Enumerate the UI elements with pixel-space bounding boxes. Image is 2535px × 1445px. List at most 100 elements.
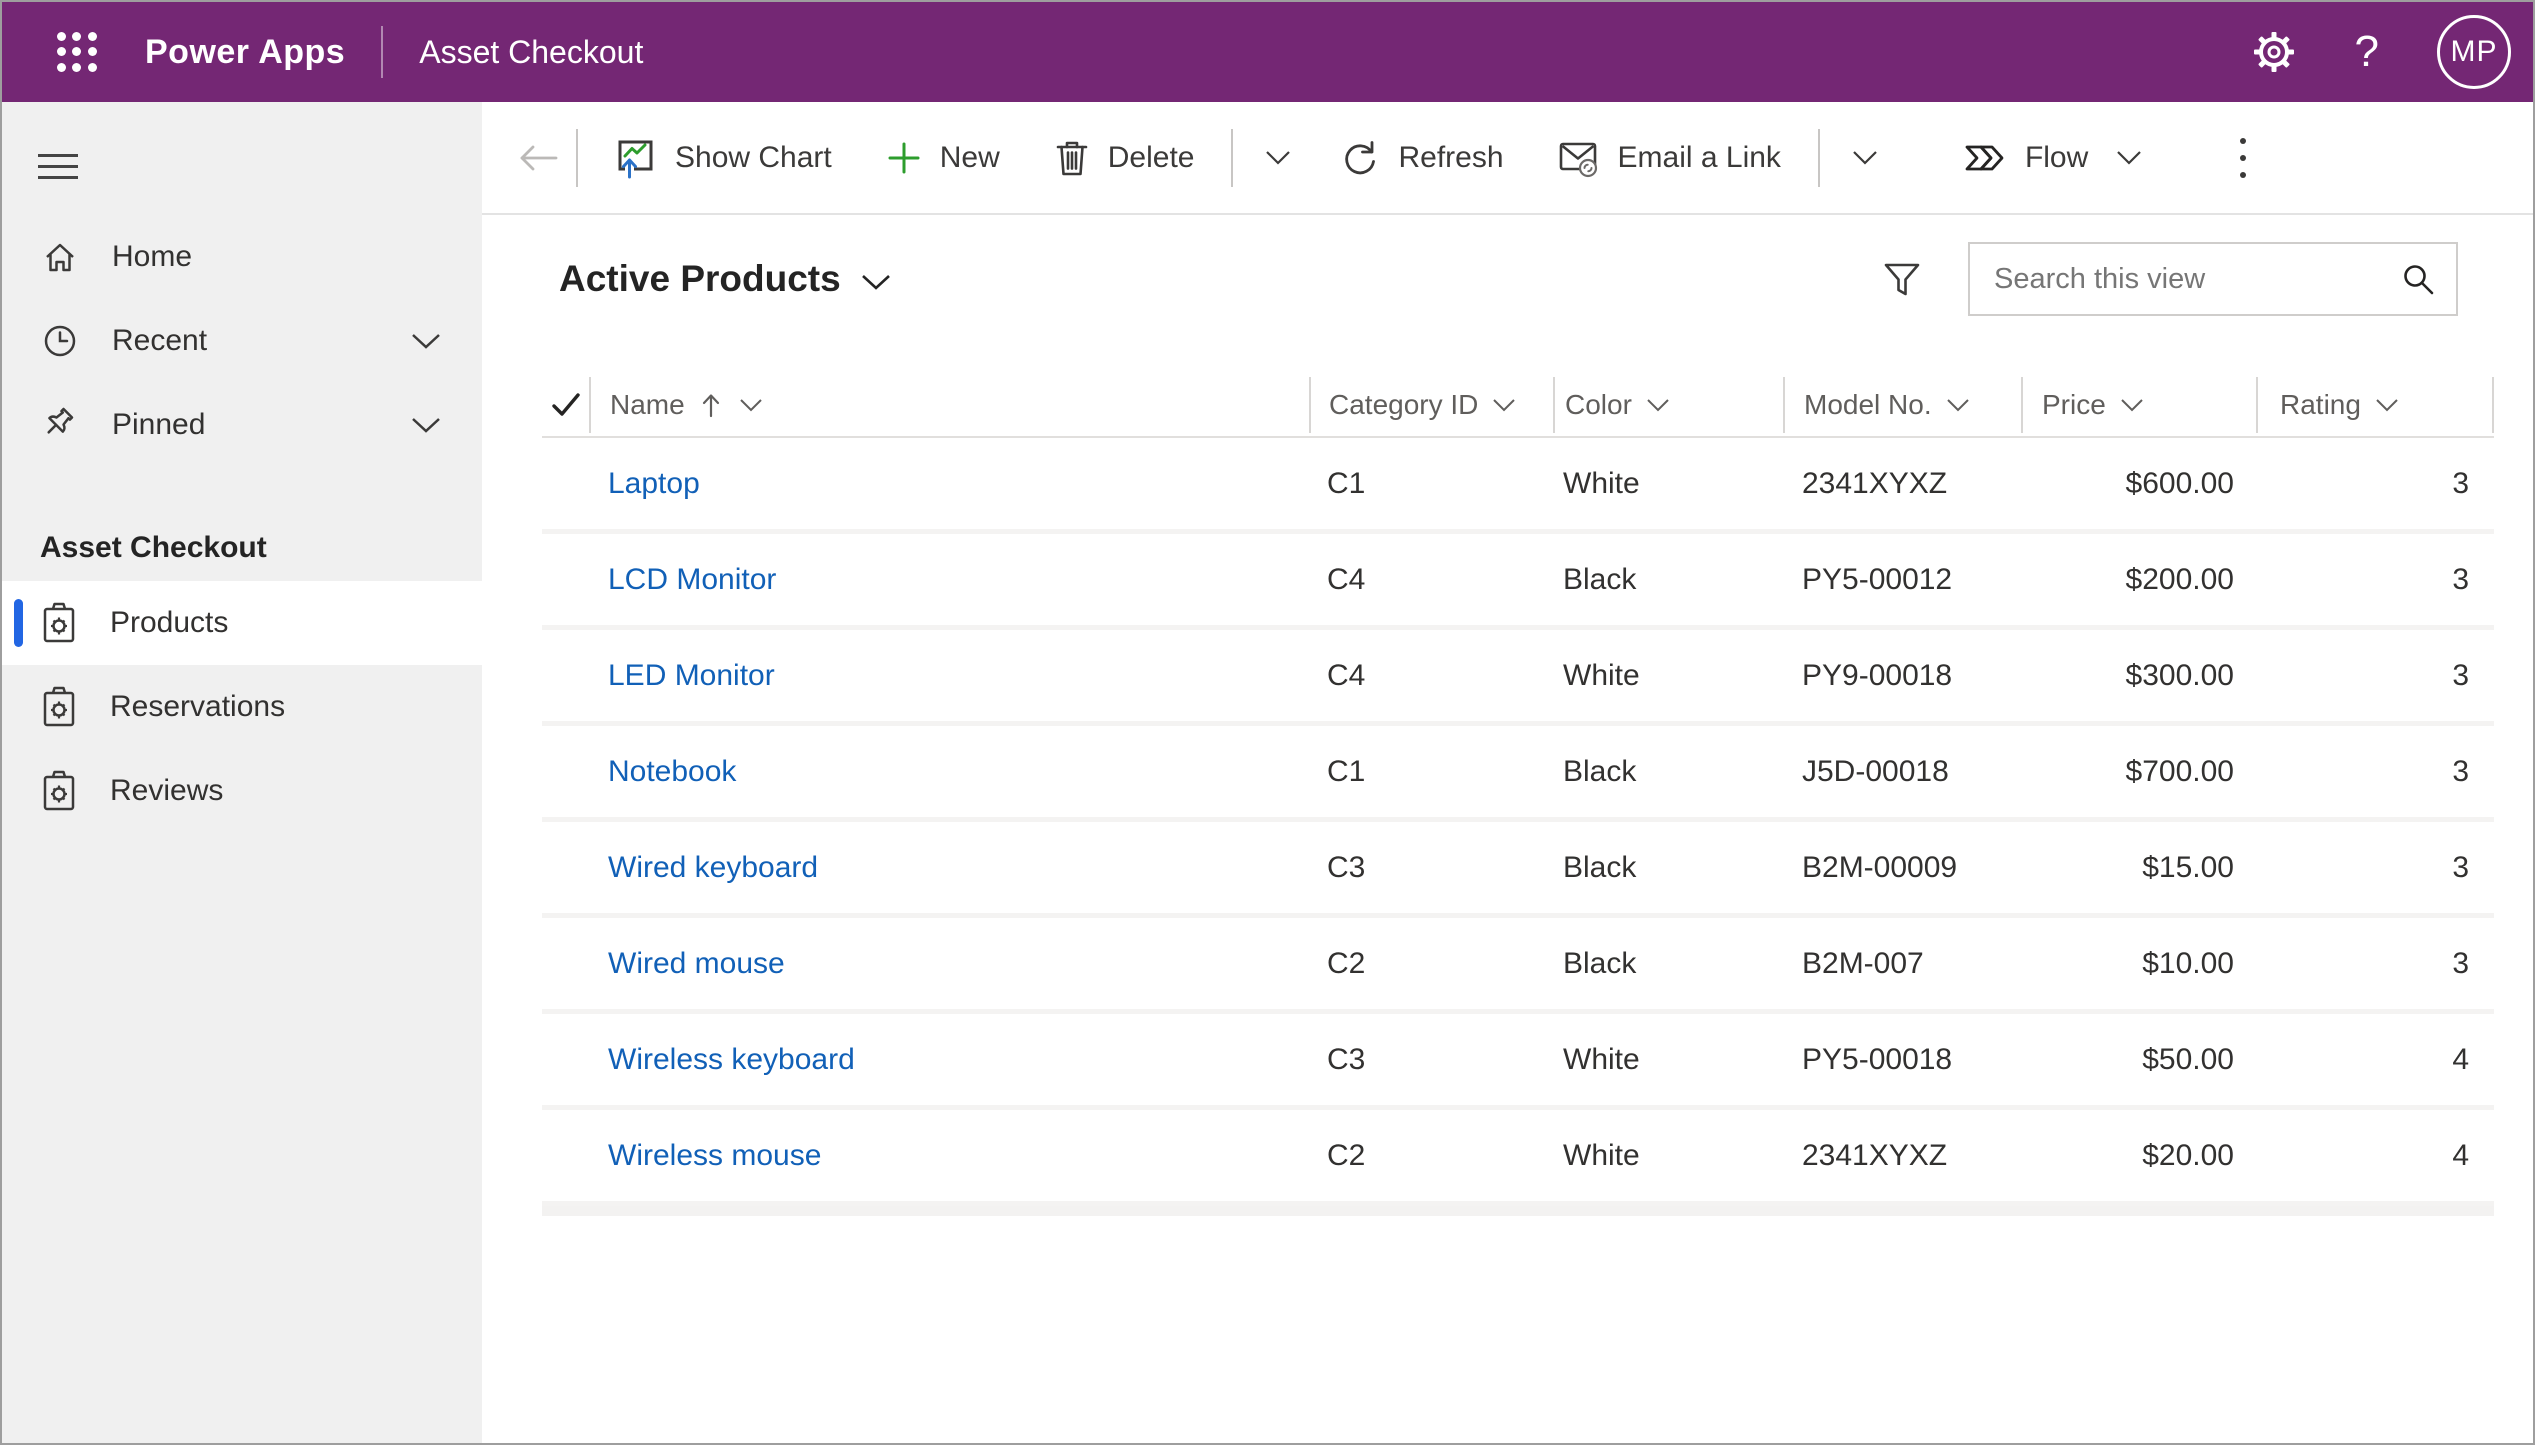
cell-category: C1 <box>1327 466 1366 500</box>
chevron-down-icon <box>1646 398 1670 412</box>
table-row[interactable]: Wired keyboard C3 Black B2M-00009 $15.00… <box>542 822 2494 918</box>
column-label: Color <box>1565 388 1632 420</box>
select-all-checkmark-icon[interactable] <box>542 377 589 433</box>
command-overflow-chevron[interactable] <box>1243 119 1313 197</box>
cell-category: C1 <box>1327 754 1366 788</box>
cell-color: White <box>1563 1138 1640 1172</box>
cell-price: $50.00 <box>2142 1042 2234 1076</box>
column-header-color[interactable]: Color <box>1553 376 1783 433</box>
gear-icon[interactable] <box>2251 29 2297 75</box>
table-row[interactable]: Wireless keyboard C3 White PY5-00018 $50… <box>542 1014 2494 1110</box>
product-name-link[interactable]: LCD Monitor <box>608 562 777 596</box>
cell-model: 2341XYXZ <box>1802 1138 1948 1172</box>
delete-button[interactable]: Delete <box>1027 119 1222 197</box>
pin-icon <box>40 406 80 444</box>
sidebar-item-home[interactable]: Home <box>2 215 482 299</box>
new-button[interactable]: New <box>859 119 1027 197</box>
cell-price: $200.00 <box>2125 562 2234 596</box>
command-overflow-chevron[interactable] <box>1830 119 1900 197</box>
table-row[interactable]: Wireless mouse C2 White 2341XYXZ $20.00 … <box>542 1110 2494 1206</box>
chevron-down-icon <box>861 274 891 291</box>
column-header-price[interactable]: Price <box>2021 376 2256 433</box>
app-name: Power Apps <box>145 32 346 71</box>
cell-price: $15.00 <box>2142 850 2234 884</box>
cell-color: Black <box>1563 754 1637 788</box>
sidebar-item-pinned[interactable]: Pinned <box>2 383 482 467</box>
cell-rating: 4 <box>2452 1042 2469 1076</box>
chevron-down-icon <box>410 332 442 350</box>
cell-model: PY5-00012 <box>1802 562 1953 596</box>
ellipsis-vertical-icon[interactable] <box>2215 119 2271 197</box>
cell-price: $600.00 <box>2125 466 2234 500</box>
product-name-link[interactable]: Wireless mouse <box>608 1138 822 1172</box>
product-name-link[interactable]: Notebook <box>608 754 737 788</box>
table-row[interactable]: LCD Monitor C4 Black PY5-00012 $200.00 3 <box>542 534 2494 630</box>
cell-model: 2341XYXZ <box>1802 466 1948 500</box>
cell-color: White <box>1563 466 1640 500</box>
cell-color: Black <box>1563 562 1637 596</box>
plus-icon <box>886 140 922 176</box>
cell-price: $700.00 <box>2125 754 2234 788</box>
command-divider <box>576 128 578 187</box>
cell-category: C4 <box>1327 658 1366 692</box>
product-name-link[interactable]: LED Monitor <box>608 658 775 692</box>
show-chart-button[interactable]: Show Chart <box>588 119 859 197</box>
column-header-rating[interactable]: Rating <box>2256 376 2494 433</box>
cell-category: C2 <box>1327 946 1366 980</box>
filter-icon[interactable] <box>1879 256 1925 302</box>
column-header-name[interactable]: Name <box>589 376 1309 433</box>
sidebar: Home Recent <box>2 102 482 1443</box>
product-name-link[interactable]: Wireless keyboard <box>608 1042 855 1076</box>
command-label: Email a Link <box>1617 140 1781 174</box>
command-divider <box>1817 128 1820 187</box>
table-row[interactable]: Wired mouse C2 Black B2M-007 $10.00 3 <box>542 918 2494 1014</box>
column-label: Category ID <box>1329 388 1479 420</box>
product-name-link[interactable]: Wired mouse <box>608 946 785 980</box>
entity-clipboard-icon <box>40 601 78 645</box>
data-grid: Name Category ID <box>482 343 2533 1443</box>
product-name-link[interactable]: Laptop <box>608 466 700 500</box>
selection-indicator <box>14 599 23 647</box>
cell-rating: 3 <box>2452 466 2469 500</box>
cell-model: PY9-00018 <box>1802 658 1953 692</box>
sidebar-item-label: Home <box>112 240 193 273</box>
app-title: Asset Checkout <box>419 33 644 70</box>
sidebar-item-label: Reviews <box>110 774 224 807</box>
search-input[interactable] <box>1970 262 2392 296</box>
clock-icon <box>40 322 80 360</box>
cell-color: Black <box>1563 946 1637 980</box>
help-icon[interactable]: ? <box>2354 27 2379 76</box>
avatar[interactable]: MP <box>2437 15 2511 89</box>
sidebar-item-reviews[interactable]: Reviews <box>2 749 482 833</box>
refresh-button[interactable]: Refresh <box>1313 119 1530 197</box>
view-selector[interactable]: Active Products <box>559 258 891 300</box>
column-label: Rating <box>2280 388 2361 420</box>
table-body: Laptop C1 White 2341XYXZ $600.00 3 LCD M… <box>542 438 2494 1206</box>
column-header-model[interactable]: Model No. <box>1783 376 2021 433</box>
cell-model: J5D-00018 <box>1802 754 1949 788</box>
table-row[interactable]: LED Monitor C4 White PY9-00018 $300.00 3 <box>542 630 2494 726</box>
top-app-bar: Power Apps Asset Checkout <box>2 2 2533 102</box>
sidebar-item-products[interactable]: Products <box>2 581 482 665</box>
cell-color: White <box>1563 658 1640 692</box>
cell-category: C2 <box>1327 1138 1366 1172</box>
table-row[interactable]: Laptop C1 White 2341XYXZ $600.00 3 <box>542 438 2494 534</box>
column-header-category[interactable]: Category ID <box>1309 376 1553 433</box>
hamburger-icon[interactable] <box>38 154 78 179</box>
command-label: Refresh <box>1398 140 1504 174</box>
search-icon[interactable] <box>2392 261 2456 297</box>
sidebar-item-recent[interactable]: Recent <box>2 299 482 383</box>
command-bar: Show Chart New Delete <box>482 102 2533 215</box>
waffle-icon[interactable] <box>57 32 97 72</box>
email-link-icon <box>1558 138 1600 178</box>
cell-model: B2M-007 <box>1802 946 1924 980</box>
sidebar-item-reservations[interactable]: Reservations <box>2 665 482 749</box>
table-row[interactable]: Notebook C1 Black J5D-00018 $700.00 3 <box>542 726 2494 822</box>
email-a-link-button[interactable]: Email a Link <box>1531 119 1808 197</box>
cell-category: C3 <box>1327 1042 1366 1076</box>
flow-button[interactable]: Flow <box>1936 119 2169 197</box>
back-arrow-icon[interactable] <box>510 142 566 174</box>
command-label: New <box>939 140 1000 174</box>
product-name-link[interactable]: Wired keyboard <box>608 850 819 884</box>
